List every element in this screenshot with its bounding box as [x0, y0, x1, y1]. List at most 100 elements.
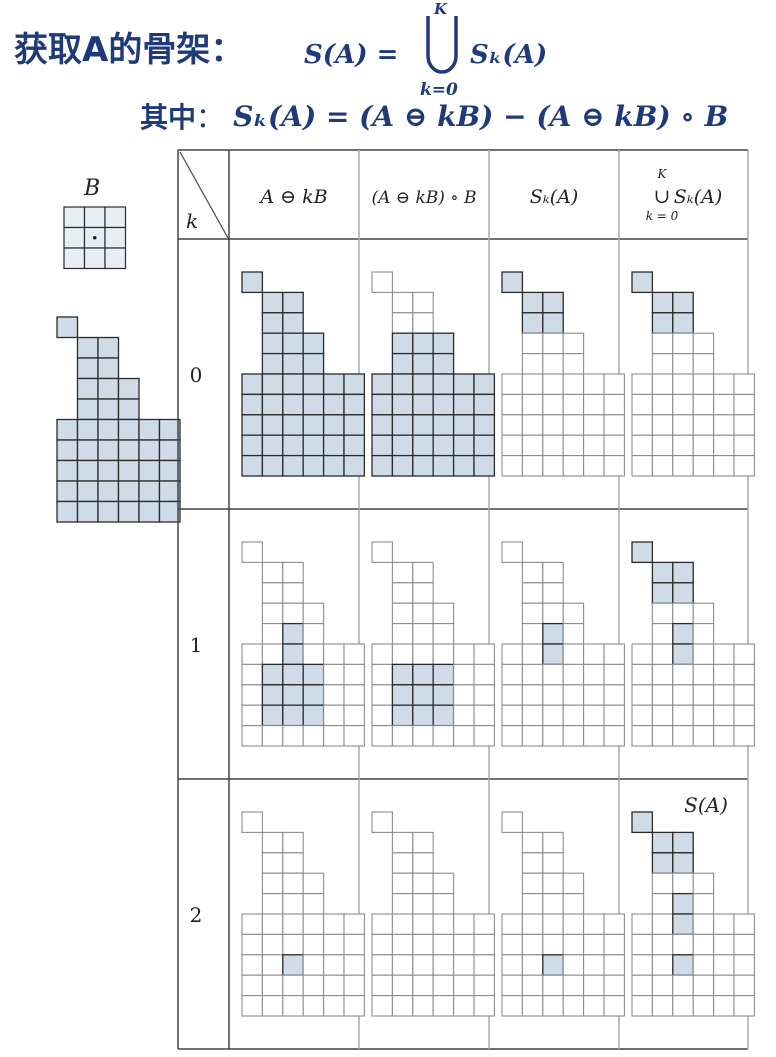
filled-cell	[261, 704, 284, 727]
empty-cell	[241, 541, 263, 563]
empty-cell	[583, 913, 605, 935]
empty-cell	[241, 663, 263, 686]
empty-cell	[453, 933, 475, 956]
filled-cell	[282, 414, 304, 436]
filled-cell	[343, 373, 366, 396]
a-cell	[76, 398, 99, 421]
empty-cell	[713, 684, 735, 706]
filled-cell	[432, 434, 455, 457]
empty-cell	[391, 872, 414, 895]
empty-cell	[583, 414, 605, 436]
result-table	[177, 149, 749, 1050]
filled-cell	[261, 454, 284, 477]
empty-cell	[651, 725, 674, 747]
filled-cell	[261, 434, 284, 457]
empty-cell	[501, 414, 523, 436]
empty-cell	[343, 974, 365, 997]
empty-cell	[343, 725, 365, 747]
empty-cell	[603, 725, 625, 747]
empty-cell	[371, 643, 393, 665]
filled-cell	[473, 434, 496, 457]
empty-cell	[391, 312, 414, 334]
filled-cell	[521, 291, 544, 314]
a-cell	[117, 377, 140, 400]
filled-cell	[261, 663, 284, 686]
empty-cell	[391, 893, 414, 915]
empty-cell	[473, 643, 495, 665]
empty-cell	[603, 995, 625, 1017]
a-cell	[97, 377, 120, 400]
a-cell	[56, 439, 79, 462]
empty-cell	[583, 663, 605, 686]
empty-cell	[501, 455, 523, 477]
empty-cell	[241, 995, 263, 1017]
empty-cell	[603, 933, 625, 956]
a-cell	[117, 418, 140, 441]
filled-cell	[241, 414, 264, 436]
empty-cell	[542, 602, 564, 625]
filled-cell	[282, 312, 304, 334]
empty-cell	[542, 913, 564, 935]
header-union-term: Sₖ(A)	[674, 186, 723, 208]
empty-cell	[631, 393, 653, 416]
a-cell	[56, 418, 79, 441]
empty-cell	[501, 811, 523, 833]
empty-cell	[733, 684, 755, 706]
empty-cell	[501, 663, 523, 686]
empty-cell	[302, 872, 325, 895]
empty-cell	[302, 643, 325, 665]
filled-cell	[282, 663, 304, 686]
empty-cell	[412, 831, 434, 854]
empty-cell	[672, 995, 694, 1017]
header-erosion: A ⊖ kB	[258, 186, 327, 208]
empty-cell	[501, 933, 523, 956]
empty-cell	[562, 684, 585, 706]
empty-cell	[672, 434, 694, 457]
subtitle-formula: Sₖ(A) = (A ⊖ kB) − (A ⊖ kB) ∘ B	[233, 99, 729, 133]
empty-cell	[692, 455, 715, 477]
empty-cell	[692, 434, 715, 457]
empty-cell	[432, 913, 455, 935]
filled-cell	[371, 373, 394, 396]
empty-cell	[651, 933, 674, 956]
empty-cell	[603, 455, 625, 477]
empty-cell	[692, 373, 715, 395]
empty-cell	[603, 974, 625, 997]
empty-cell	[672, 704, 694, 727]
empty-cell	[562, 353, 585, 375]
filled-cell	[452, 454, 475, 477]
filled-cell	[432, 663, 455, 686]
empty-cell	[603, 704, 625, 727]
empty-cell	[371, 704, 393, 727]
empty-cell	[562, 954, 585, 976]
empty-cell	[692, 353, 715, 375]
empty-cell	[323, 995, 345, 1017]
empty-cell	[432, 995, 455, 1017]
empty-cell	[521, 872, 544, 895]
filled-cell	[322, 414, 345, 436]
empty-cell	[261, 725, 284, 747]
empty-cell	[282, 933, 304, 956]
empty-cell	[733, 414, 755, 436]
empty-cell	[473, 913, 495, 935]
empty-cell	[501, 434, 523, 457]
empty-cell	[651, 643, 674, 665]
empty-cell	[323, 725, 345, 747]
filled-cell	[261, 312, 284, 334]
empty-cell	[323, 643, 345, 665]
empty-cell	[651, 455, 674, 477]
empty-cell	[453, 684, 475, 706]
empty-cell	[261, 643, 284, 665]
empty-cell	[631, 933, 653, 956]
empty-cell	[261, 893, 284, 915]
empty-cell	[282, 852, 304, 874]
filled-cell	[432, 704, 455, 727]
filled-cell	[412, 352, 434, 375]
empty-cell	[713, 393, 735, 416]
empty-cell	[631, 974, 653, 997]
empty-cell	[733, 704, 755, 727]
empty-cell	[261, 602, 284, 625]
empty-cell	[672, 393, 694, 416]
empty-cell	[391, 831, 414, 854]
a-cell	[158, 480, 181, 503]
